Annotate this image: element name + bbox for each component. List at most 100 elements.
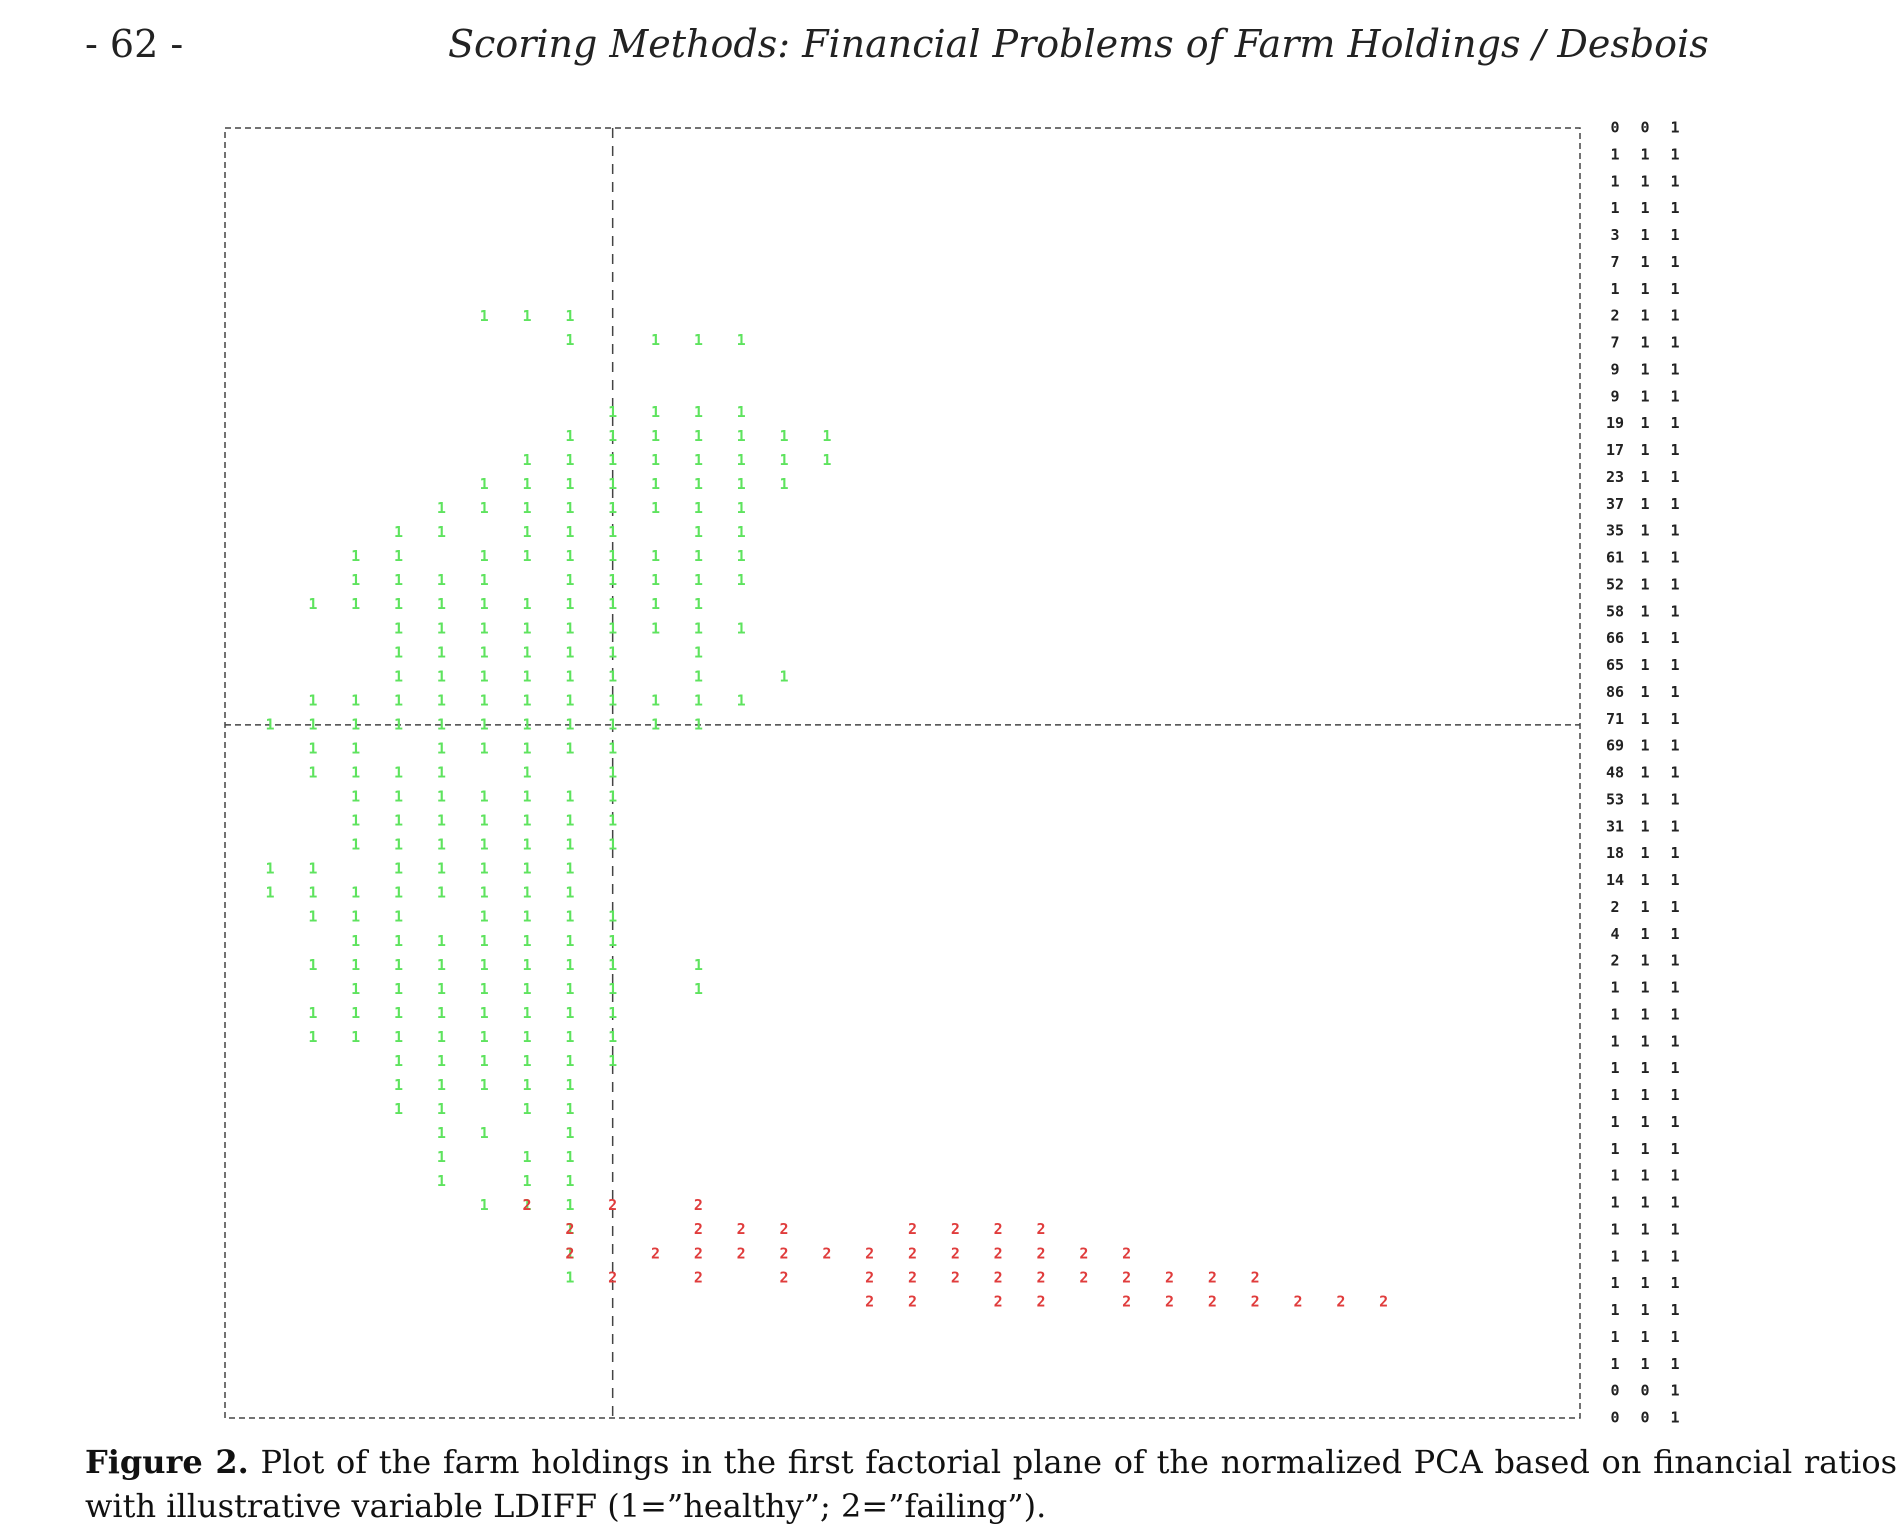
point-healthy: 1 [522, 643, 531, 661]
point-failing: 2 [951, 1244, 960, 1262]
count-cell: 2 [1610, 898, 1619, 916]
count-cell: 1 [1640, 844, 1649, 862]
point-healthy: 1 [351, 908, 360, 926]
point-healthy: 1 [694, 691, 703, 709]
point-healthy: 1 [651, 619, 660, 637]
point-healthy: 1 [608, 715, 617, 733]
count-cell: 1 [1670, 468, 1679, 486]
count-cell: 1 [1670, 629, 1679, 647]
point-healthy: 1 [351, 595, 360, 613]
point-healthy: 1 [351, 764, 360, 782]
point-failing: 2 [1251, 1292, 1260, 1310]
count-cell: 1 [1640, 1355, 1649, 1373]
point-healthy: 1 [694, 595, 703, 613]
point-healthy: 1 [608, 1052, 617, 1070]
point-healthy: 1 [351, 836, 360, 854]
count-cell: 69 [1606, 737, 1624, 755]
point-healthy: 1 [822, 451, 831, 469]
point-failing: 2 [1036, 1268, 1045, 1286]
count-cell: 35 [1606, 522, 1624, 540]
point-healthy: 1 [651, 331, 660, 349]
point-healthy: 1 [522, 956, 531, 974]
point-healthy: 1 [437, 1028, 446, 1046]
count-cell: 1 [1670, 360, 1679, 378]
point-healthy: 1 [565, 1124, 574, 1142]
count-cell: 1 [1640, 1140, 1649, 1158]
point-healthy: 1 [608, 547, 617, 565]
count-cell: 18 [1606, 844, 1624, 862]
point-healthy: 1 [565, 475, 574, 493]
point-healthy: 1 [565, 523, 574, 541]
point-failing: 2 [1208, 1268, 1217, 1286]
point-healthy: 1 [565, 1028, 574, 1046]
count-cell: 1 [1670, 844, 1679, 862]
point-healthy: 1 [651, 715, 660, 733]
count-cell: 1 [1670, 1086, 1679, 1104]
point-failing: 2 [908, 1268, 917, 1286]
point-healthy: 1 [437, 980, 446, 998]
count-cell: 0 [1640, 1382, 1649, 1400]
count-cell: 1 [1610, 1086, 1619, 1104]
point-failing: 2 [694, 1196, 703, 1214]
point-healthy: 1 [437, 1172, 446, 1190]
point-healthy: 1 [394, 1076, 403, 1094]
point-failing: 2 [608, 1196, 617, 1214]
point-healthy: 1 [394, 547, 403, 565]
point-healthy: 1 [351, 788, 360, 806]
point-failing: 2 [1379, 1292, 1388, 1310]
count-cell: 1 [1670, 119, 1679, 137]
count-cell: 1 [1640, 979, 1649, 997]
count-cell: 1 [1640, 226, 1649, 244]
point-healthy: 1 [694, 547, 703, 565]
point-healthy: 1 [437, 1004, 446, 1022]
point-healthy: 1 [437, 619, 446, 637]
count-cell: 1 [1640, 1032, 1649, 1050]
count-cell: 1 [1640, 334, 1649, 352]
point-healthy: 1 [522, 908, 531, 926]
point-healthy: 1 [351, 956, 360, 974]
point-healthy: 1 [394, 788, 403, 806]
point-healthy: 1 [565, 427, 574, 445]
point-failing: 2 [994, 1220, 1003, 1238]
point-healthy: 1 [608, 427, 617, 445]
count-cell: 1 [1640, 871, 1649, 889]
point-healthy: 1 [608, 956, 617, 974]
count-cell: 1 [1670, 656, 1679, 674]
count-cell: 1 [1640, 280, 1649, 298]
count-cell: 1 [1640, 656, 1649, 674]
point-healthy: 1 [737, 571, 746, 589]
point-healthy: 1 [522, 1052, 531, 1070]
point-healthy: 1 [437, 1100, 446, 1118]
point-healthy: 1 [522, 667, 531, 685]
point-healthy: 1 [608, 932, 617, 950]
point-healthy: 1 [565, 331, 574, 349]
count-cell: 1 [1610, 1113, 1619, 1131]
point-healthy: 1 [437, 860, 446, 878]
point-healthy: 1 [779, 475, 788, 493]
count-cell: 1 [1640, 683, 1649, 701]
point-failing: 2 [951, 1220, 960, 1238]
point-failing: 2 [822, 1244, 831, 1262]
point-healthy: 1 [565, 1268, 574, 1286]
count-cell: 9 [1610, 360, 1619, 378]
point-healthy: 1 [694, 956, 703, 974]
point-healthy: 1 [522, 884, 531, 902]
point-healthy: 1 [651, 451, 660, 469]
point-healthy: 1 [565, 643, 574, 661]
point-healthy: 1 [480, 1004, 489, 1022]
count-cell: 1 [1670, 1355, 1679, 1373]
point-failing: 2 [908, 1244, 917, 1262]
point-healthy: 1 [394, 956, 403, 974]
point-healthy: 1 [351, 715, 360, 733]
point-healthy: 1 [608, 403, 617, 421]
point-healthy: 1 [480, 595, 489, 613]
point-healthy: 1 [351, 739, 360, 757]
count-cell: 1 [1640, 172, 1649, 190]
count-cell: 1 [1640, 441, 1649, 459]
point-healthy: 1 [565, 1052, 574, 1070]
point-failing: 2 [651, 1244, 660, 1262]
point-healthy: 1 [565, 1004, 574, 1022]
point-healthy: 1 [437, 523, 446, 541]
point-failing: 2 [994, 1244, 1003, 1262]
count-cell: 1 [1610, 145, 1619, 163]
